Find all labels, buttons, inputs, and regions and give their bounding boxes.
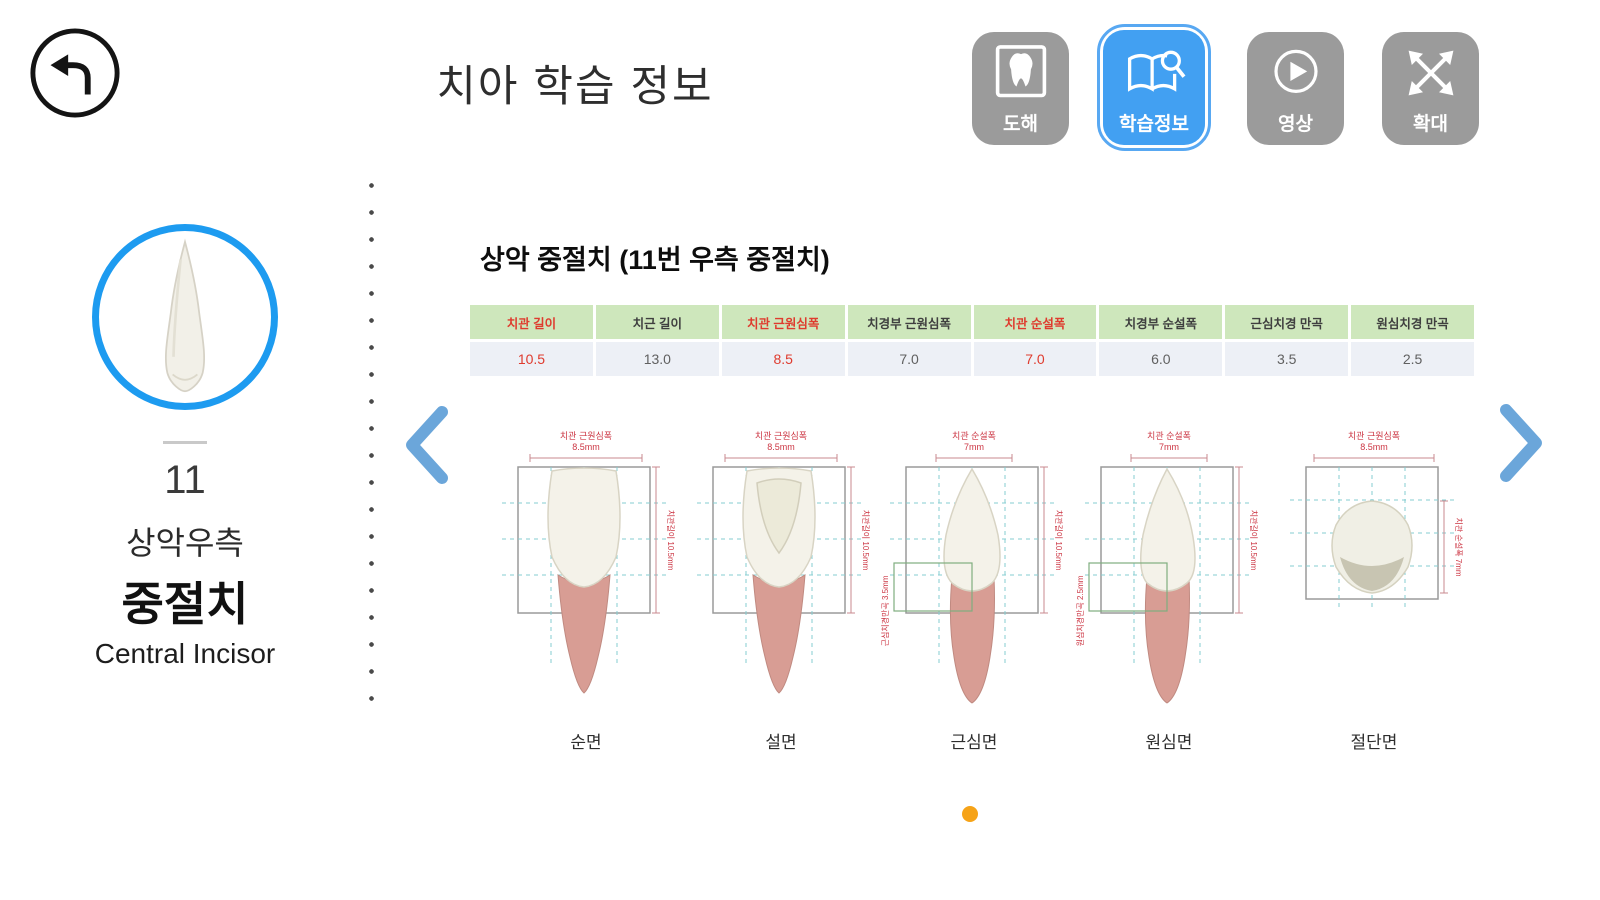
toolbar-label: 확대 (1413, 114, 1448, 135)
tooth-view-mesial: 치관 순설폭 7mm 근심치경만곡 3.5mm 치관길이 10.5mm 근심면 (878, 425, 1070, 753)
selected-tooth-thumbnail (92, 224, 278, 410)
dim-label: 치관 근원심폭 (560, 430, 612, 441)
dim-label: 치관 근원심폭 (1348, 430, 1400, 441)
dim-label: 치관 근원심폭 (755, 430, 807, 441)
section-title: 상악 중절치 (11번 우측 중절치) (480, 245, 830, 275)
tooth-number: 11 (164, 458, 206, 502)
dim-value: 7mm (1159, 442, 1179, 452)
table-header: 근심치경 만곡 (1225, 305, 1349, 339)
dim-value: 7mm (964, 442, 984, 452)
dim-label: 치관 순설폭 (1147, 430, 1191, 441)
page-title: 치아 학습 정보 (436, 63, 714, 111)
dim-label: 치관길이 10.5mm (666, 510, 676, 571)
measurement-table: 치관 길이 치근 길이 치관 근원심폭 치경부 근원심폭 치관 순설폭 치경부 … (470, 305, 1474, 376)
view-label: 설면 (765, 733, 797, 752)
divider (163, 441, 207, 444)
tooth-view-distal: 치관 순설폭 7mm 원심치경만곡 2.5mm 치관길이 10.5mm 원심면 (1073, 425, 1265, 753)
back-button[interactable] (28, 26, 122, 120)
toolbar-label: 영상 (1278, 114, 1313, 135)
carousel-next-button[interactable] (1492, 400, 1550, 491)
toolbar-button-diagram[interactable]: 도해 (972, 32, 1069, 145)
dim-label: 근심치경만곡 3.5mm (880, 575, 890, 646)
dim-label: 치관길이 10.5mm (1054, 510, 1064, 571)
tooth-name-english: Central Incisor (94, 638, 276, 669)
tooth-diagram-icon (972, 32, 1069, 114)
chevron-right-icon (1500, 404, 1542, 482)
toolbar-button-expand[interactable]: 확대 (1382, 32, 1479, 145)
table-header: 원심치경 만곡 (1351, 305, 1474, 339)
table-header: 치관 길이 (470, 305, 593, 339)
dim-label: 치관 순설폭 (952, 430, 996, 441)
pagination-dot[interactable] (962, 806, 978, 822)
chevron-left-icon (406, 406, 448, 484)
table-header: 치관 순설폭 (973, 305, 1097, 339)
dim-label: 치관길이 10.5mm (861, 510, 871, 571)
dim-value: 8.5mm (572, 442, 600, 452)
table-header: 치근 길이 (595, 305, 719, 339)
table-value: 7.0 (973, 342, 1097, 376)
toolbar-button-learning-info[interactable]: 학습정보 (1097, 24, 1211, 151)
table-value: 6.0 (1099, 342, 1223, 376)
dim-label: 원심치경만곡 2.5mm (1075, 575, 1085, 646)
table-value: 8.5 (721, 342, 845, 376)
table-value: 2.5 (1351, 342, 1474, 376)
table-header: 치경부 근원심폭 (847, 305, 971, 339)
table-value: 7.0 (847, 342, 971, 376)
tooth-view-lingual: 치관 근원심폭 8.5mm 치관길이 10.5mm 설면 (685, 425, 877, 753)
expand-icon (1382, 32, 1479, 114)
dotted-divider (369, 172, 374, 717)
dim-value: 8.5mm (767, 442, 795, 452)
tooth-name-korean: 중절치 (121, 578, 249, 630)
dim-label: 치관길이 10.5mm (1249, 510, 1259, 571)
view-label: 절단면 (1350, 733, 1398, 752)
back-arrow-icon (30, 28, 120, 118)
view-label: 순면 (570, 733, 602, 752)
table-value: 13.0 (595, 342, 719, 376)
tooth-view-incisal: 치관 근원심폭 8.5mm 치관 순설폭 7mm 절단면 (1278, 425, 1470, 753)
play-video-icon (1247, 32, 1344, 114)
table-header: 치관 근원심폭 (721, 305, 845, 339)
dim-value: 8.5mm (1360, 442, 1388, 452)
dim-label: 치관 순설폭 7mm (1454, 517, 1464, 576)
incisor-tooth-image (164, 238, 206, 393)
tooth-position: 상악우측 (126, 525, 244, 561)
carousel-prev-button[interactable] (398, 402, 456, 493)
view-label: 원심면 (1145, 733, 1193, 752)
view-label: 근심면 (950, 733, 998, 752)
book-search-icon (1103, 30, 1205, 114)
toolbar-label: 학습정보 (1119, 114, 1189, 135)
table-header: 치경부 순설폭 (1099, 305, 1223, 339)
table-value: 3.5 (1225, 342, 1349, 376)
toolbar-label: 도해 (1003, 114, 1038, 135)
tooth-view-labial: 치관 근원심폭 8.5mm 치관길이 10.5mm 순면 (490, 425, 682, 753)
toolbar-button-video[interactable]: 영상 (1247, 32, 1344, 145)
table-value: 10.5 (470, 342, 593, 376)
